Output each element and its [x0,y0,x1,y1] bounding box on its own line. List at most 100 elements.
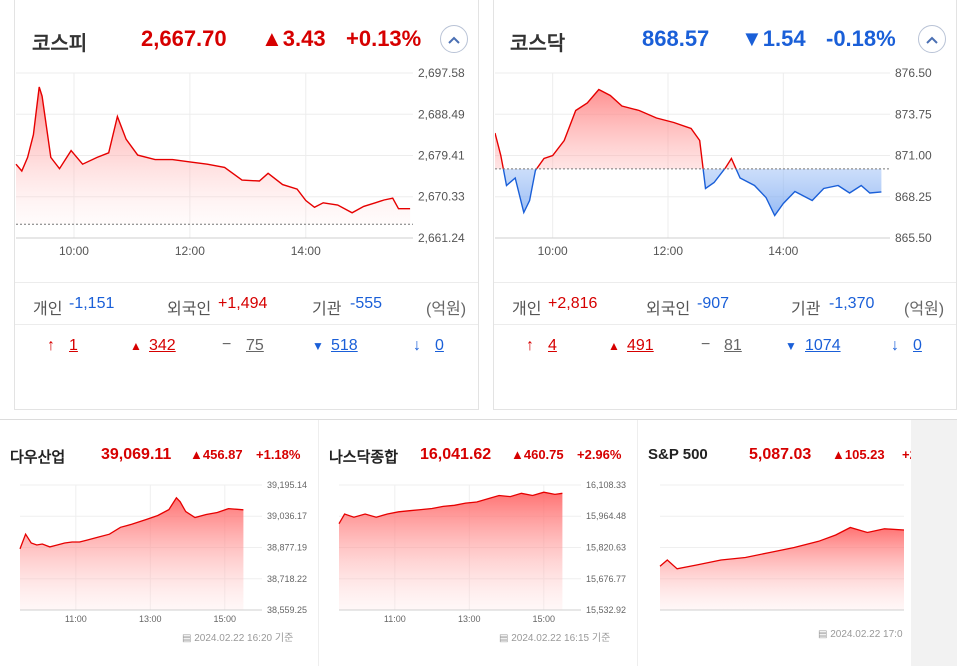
sp500-change: ▲105.23 [832,447,885,462]
dow-chart: 39,195.14 39,036.17 38,877.19 38,718.22 38,5… [19,480,307,624]
individual-value: -1,151 [69,295,115,312]
down-triangle-icon: ▼ [312,339,324,353]
kosdaq-investor-row: 개인 +2,816 외국인 -907 기관 -1,370 (억원) [494,282,956,324]
up-triangle-icon: ▲ [130,339,142,353]
flat-dash-icon: − [222,336,232,353]
kospi-chart: 2,697.58 2,688.49 2,679.41 2,670.33 2,661.24… [15,66,465,258]
right-gray-margin [911,420,957,666]
y-tick-label: 38,718.22 [267,574,307,584]
y-tick-label: 15,964.48 [586,511,626,521]
nasdaq-change-pct: +2.96% [577,447,622,462]
limit-down-count[interactable]: 0 [913,337,922,354]
x-tick-label: 14:00 [768,244,798,258]
nasdaq-change: ▲460.75 [511,447,564,462]
nasdaq-card[interactable]: 나스닥종합 16,041.62 ▲460.75 +2.96% 16,108.33… [318,420,636,666]
unit-label: (억원) [904,301,945,318]
y-tick-label: 865.50 [895,231,932,245]
kospi-change-pct: +0.13% [346,26,422,51]
y-tick-label: 2,688.49 [418,107,465,121]
flat-dash-icon: − [701,336,711,353]
foreign-value: +1,494 [218,295,268,312]
kosdaq-collapse-button[interactable] [918,25,946,53]
kospi-value: 2,667.70 [141,26,227,51]
x-tick-label: 13:00 [139,614,162,624]
kospi-panel: 코스피 2,667.70 ▲3.43 +0.13% 2,697.58 2,688.… [14,0,479,410]
chevron-up-icon [448,32,460,47]
y-tick-label: 2,661.24 [418,231,465,245]
y-tick-label: 38,559.25 [267,605,307,615]
x-tick-label: 12:00 [653,244,683,258]
x-tick-label: 10:00 [538,244,568,258]
kospi-breadth-row: ↑ 1 ▲ 342 − 75 ▼ 518 ↓ 0 [15,324,478,368]
series-line [659,526,905,570]
kospi-investor-row: 개인 -1,151 외국인 +1,494 기관 -555 (억원) [15,282,478,324]
flat-count[interactable]: 75 [246,337,264,354]
individual-label: 개인 [512,301,542,318]
series-line-down [502,168,882,217]
sp500-card[interactable]: S&P 500 5,087.03 ▲105.23 +2 ▤ 2024.02.22… [637,420,911,666]
series-line [338,491,563,525]
up-count[interactable]: 491 [627,337,654,354]
x-tick-label: 14:00 [291,244,321,258]
sp500-timestamp: ▤ 2024.02.22 17:0 [818,629,903,640]
world-indices-strip: 다우산업 39,069.11 ▲456.87 +1.18% 39,195.14 3… [0,419,957,666]
limit-up-count[interactable]: 4 [548,337,557,354]
kosdaq-name: 코스닥 [510,33,566,55]
limit-up-arrow-icon: ↑ [47,337,55,354]
dow-timestamp: ▤ 2024.02.22 16:20 기준 [182,633,294,644]
y-tick-label: 16,108.33 [586,480,626,490]
x-tick-label: 15:00 [214,614,237,624]
calendar-icon: ▤ [499,633,512,644]
limit-up-arrow-icon: ↑ [526,337,534,354]
kosdaq-change-pct: -0.18% [826,26,896,51]
calendar-icon: ▤ [818,629,831,640]
kosdaq-chart: 876.50 873.75 871.00 868.25 865.50 10:00 12:00… [495,66,932,258]
flat-count[interactable]: 81 [724,337,742,354]
series-line [19,496,244,550]
sp500-chart [659,484,905,611]
x-tick-label: 10:00 [59,244,89,258]
kosdaq-change: ▼1.54 [741,26,806,51]
kospi-name: 코스피 [32,33,88,55]
down-count[interactable]: 518 [331,337,358,354]
institution-label: 기관 [791,301,821,318]
y-tick-label: 15,820.63 [586,542,626,552]
x-tick-label: 12:00 [175,244,205,258]
series-line [15,86,411,214]
y-tick-label: 2,679.41 [418,149,465,163]
foreign-label: 외국인 [646,301,691,318]
calendar-icon: ▤ [182,633,195,644]
down-triangle-icon: ▼ [785,339,797,353]
sp500-name: S&P 500 [648,446,708,463]
series-line-up [495,88,737,169]
x-tick-label: 11:00 [384,614,406,624]
y-tick-label: 873.75 [895,107,932,121]
limit-up-count[interactable]: 1 [69,337,78,354]
nasdaq-name: 나스닥종합 [329,449,399,466]
y-tick-label: 868.25 [895,190,932,204]
dow-value: 39,069.11 [101,446,172,463]
nasdaq-timestamp: ▤ 2024.02.22 16:15 기준 [499,633,611,644]
limit-down-count[interactable]: 0 [435,337,444,354]
y-tick-label: 871.00 [895,149,932,163]
limit-down-arrow-icon: ↓ [413,337,421,354]
dow-change: ▲456.87 [190,447,243,462]
y-tick-label: 15,676.77 [586,574,626,584]
foreign-value: -907 [697,295,730,312]
dow-card[interactable]: 다우산업 39,069.11 ▲456.87 +1.18% 39,195.14 3… [0,420,318,666]
dow-name: 다우산업 [10,449,66,466]
area-fill [660,527,904,610]
down-count[interactable]: 1074 [805,337,841,354]
kosdaq-panel: 코스닥 868.57 ▼1.54 -0.18% 876.50 873.75 871.… [493,0,957,410]
limit-down-arrow-icon: ↓ [891,337,899,354]
up-count[interactable]: 342 [149,337,176,354]
y-tick-label: 2,670.33 [418,190,465,204]
y-tick-label: 876.50 [895,66,932,80]
area-fill [20,497,244,610]
institution-label: 기관 [312,301,342,318]
area-down-fill [495,168,882,216]
unit-label: (억원) [426,301,467,318]
kosdaq-value: 868.57 [642,26,710,51]
sp500-value: 5,087.03 [749,446,812,463]
kospi-collapse-button[interactable] [440,25,468,53]
